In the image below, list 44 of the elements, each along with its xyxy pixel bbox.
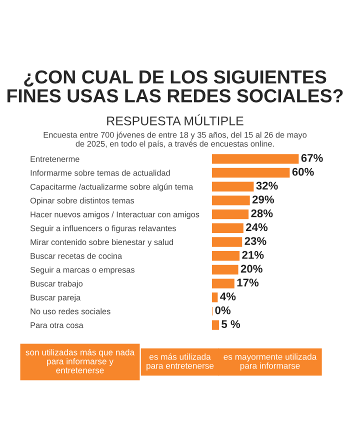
y-tick-label: Opinar sobre distintos temas: [30, 197, 134, 206]
y-tick-label: Seguir a marcas o empresas: [30, 266, 135, 274]
y-tick-label: No uso redes sociales: [30, 308, 110, 314]
bar: [212, 278, 234, 288]
data-label: 24%: [246, 223, 268, 232]
data-label: 20%: [240, 264, 262, 273]
chart-subtitle: RESPUESTA MÚLTIPLE: [107, 114, 244, 126]
data-label: 32%: [256, 182, 278, 190]
text: es mayormente utilizada para informarse: [224, 354, 317, 370]
bar: [212, 209, 249, 220]
data-label: 21%: [242, 250, 264, 259]
y-tick-label: Hacer nuevos amigos / Interactuar con amigos: [30, 211, 200, 219]
bar: [212, 182, 254, 192]
bar: [212, 154, 299, 164]
y-tick-label: Para otra cosa: [30, 322, 84, 328]
data-label: 5 %: [222, 320, 240, 328]
chart-title: ¿CON CUAL DE LOS SIGUIENTES FINES USAS LAS REDES SOCIALES?: [7, 70, 343, 102]
y-tick-label: Seguir a influencers o figuras relavantes: [30, 225, 176, 233]
data-label: 67%: [301, 154, 323, 162]
data-label: 17%: [237, 278, 259, 286]
y-tick-label: Informarme sobre temas de actualidad: [30, 170, 170, 176]
bar: [212, 292, 218, 302]
data-label: 0%: [215, 306, 231, 314]
data-label: 23%: [244, 237, 266, 245]
y-tick-label: Buscar pareja: [30, 294, 81, 302]
bar: [212, 223, 244, 233]
y-tick-label: Mirar contenido sobre bienestar y salud: [30, 239, 174, 247]
text: es más utilizada para entretenerse: [146, 353, 214, 370]
bar: [212, 251, 240, 261]
data-label: 4%: [220, 292, 236, 300]
text: Encuesta entre 700 jóvenes de entre 18 y 35 años, del 15 al 26 de mayo de 2025, en todo el país, a través de encuestas online.: [44, 132, 307, 148]
data-label: 29%: [252, 196, 274, 204]
y-tick-label: Capacitarme /actualizarme sobre algún tema: [30, 184, 194, 192]
bar: [212, 168, 290, 178]
text: son utilizadas más que nada para informarse y entretenerse: [26, 348, 135, 374]
y-tick-label: Entretenerme: [30, 156, 80, 162]
data-label: 28%: [251, 209, 273, 218]
y-tick-label: Buscar trabajo: [30, 280, 83, 288]
y-tick-label: Buscar recetas de cocina: [30, 252, 122, 259]
data-label: 60%: [292, 168, 314, 176]
bar: [212, 196, 250, 206]
bar: [212, 320, 219, 330]
bar: [212, 264, 238, 275]
bar: [212, 237, 242, 247]
